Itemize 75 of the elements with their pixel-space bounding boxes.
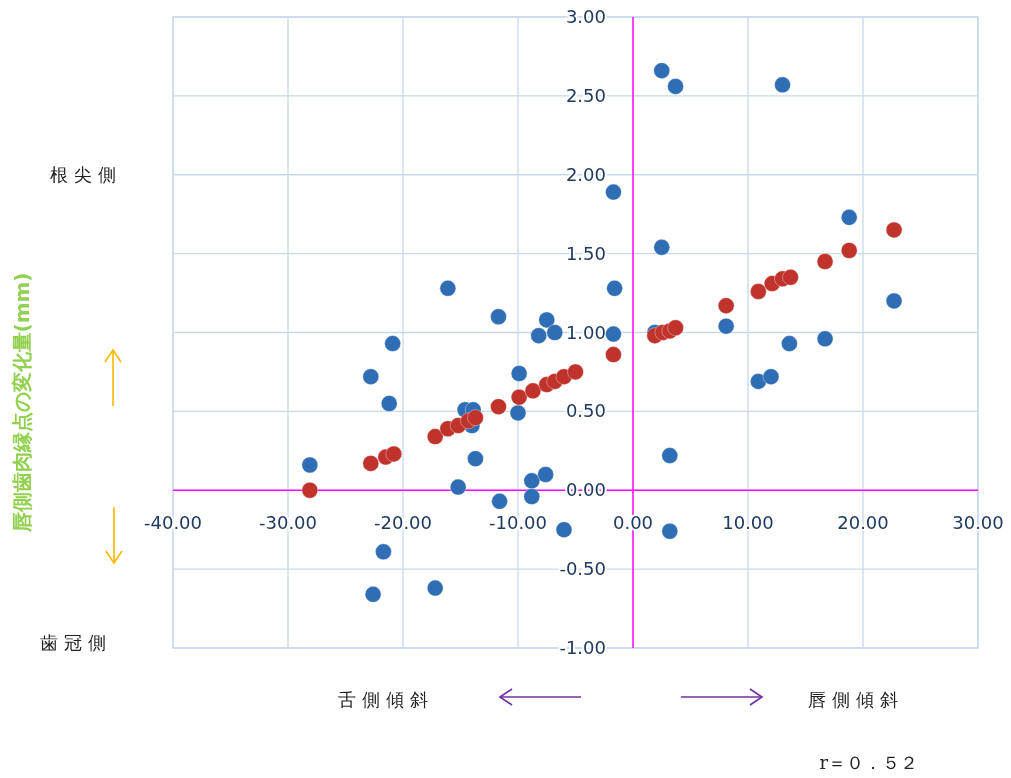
point bbox=[885, 221, 903, 239]
point bbox=[301, 456, 319, 474]
point bbox=[604, 325, 622, 343]
point bbox=[509, 404, 527, 422]
point bbox=[374, 543, 392, 561]
x-tick-label: -20.00 bbox=[373, 512, 433, 534]
point bbox=[653, 62, 671, 80]
text: 歯 冠 側 bbox=[40, 632, 106, 653]
point bbox=[466, 409, 484, 427]
point bbox=[523, 488, 541, 506]
x-tick-label: -30.00 bbox=[258, 512, 318, 534]
point bbox=[524, 382, 542, 400]
point bbox=[749, 282, 767, 300]
point bbox=[885, 292, 903, 310]
y-tick-label: 1.00 bbox=[565, 321, 606, 343]
point bbox=[717, 317, 735, 335]
point bbox=[489, 398, 507, 416]
point bbox=[538, 311, 556, 329]
y-tick-label: 2.50 bbox=[565, 84, 606, 106]
point bbox=[816, 330, 834, 348]
x-tick-label: -10.00 bbox=[488, 512, 548, 534]
point bbox=[362, 368, 380, 386]
point bbox=[362, 454, 380, 472]
point bbox=[466, 450, 484, 468]
point bbox=[385, 445, 403, 463]
point bbox=[749, 372, 767, 390]
point bbox=[426, 579, 444, 597]
point bbox=[384, 335, 402, 353]
point bbox=[606, 279, 624, 297]
x-tick-label: -40.00 bbox=[143, 512, 203, 534]
point bbox=[604, 183, 622, 201]
point bbox=[661, 522, 679, 540]
point bbox=[653, 238, 671, 256]
point bbox=[491, 492, 509, 510]
point bbox=[523, 472, 541, 490]
y-tick-label: 2.00 bbox=[565, 163, 606, 185]
y-tick-label: -1.00 bbox=[559, 637, 606, 658]
point bbox=[449, 478, 467, 496]
point bbox=[567, 363, 584, 381]
point bbox=[816, 253, 834, 271]
point bbox=[667, 77, 685, 95]
point bbox=[301, 481, 319, 499]
y-tick-label: 0.50 bbox=[565, 400, 606, 422]
point bbox=[489, 308, 507, 326]
point bbox=[840, 208, 858, 226]
point bbox=[780, 335, 798, 353]
point bbox=[667, 319, 685, 337]
x-tick-label: 30.00 bbox=[952, 512, 1004, 534]
point bbox=[426, 428, 444, 446]
point bbox=[840, 241, 858, 259]
x-tick-label: 10.00 bbox=[722, 512, 774, 534]
y-tick-label: -0.50 bbox=[559, 558, 606, 580]
text: 根 尖 側 bbox=[50, 164, 116, 185]
point bbox=[510, 388, 528, 406]
point bbox=[537, 465, 555, 483]
point bbox=[604, 346, 622, 364]
point bbox=[762, 368, 780, 386]
point bbox=[774, 76, 791, 94]
text: r＝０．５２ bbox=[819, 752, 918, 773]
point bbox=[530, 327, 548, 345]
text: 唇 側 傾 斜 bbox=[808, 689, 898, 710]
point bbox=[782, 268, 800, 286]
point bbox=[439, 279, 457, 297]
point bbox=[364, 585, 382, 603]
point bbox=[546, 324, 564, 341]
point bbox=[380, 394, 398, 412]
text: 唇側歯肉縁点の変化量(mm) bbox=[10, 272, 34, 534]
point bbox=[717, 297, 735, 315]
point bbox=[661, 447, 679, 465]
y-tick-label: 1.50 bbox=[565, 242, 606, 264]
x-tick-label: 20.00 bbox=[837, 512, 889, 534]
point bbox=[555, 521, 573, 539]
y-tick-label: 3.00 bbox=[565, 6, 606, 27]
text: 舌 側 傾 斜 bbox=[338, 689, 428, 710]
point bbox=[510, 365, 528, 383]
